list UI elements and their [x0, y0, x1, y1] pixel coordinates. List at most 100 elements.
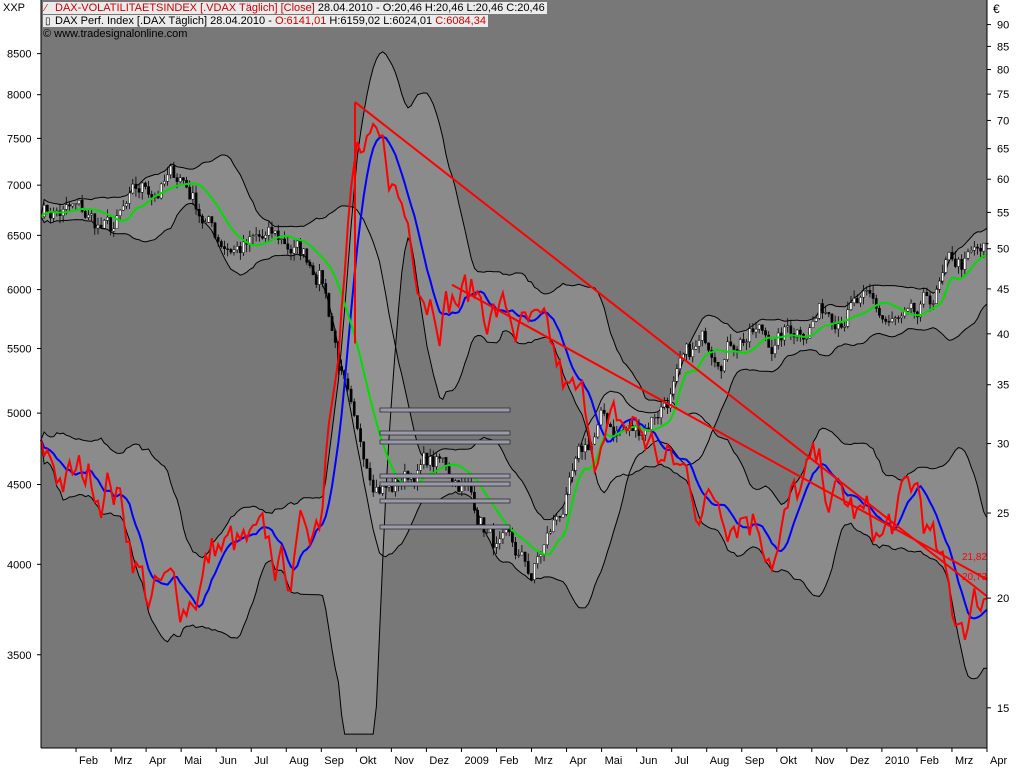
right-axis-tick-label: 20: [997, 593, 1009, 605]
dax-candle: [438, 456, 442, 459]
right-axis-tick-label: 15: [997, 703, 1009, 715]
trendline-lower: [451, 283, 988, 581]
dax-candle: [650, 417, 653, 430]
price-level-bar: [379, 407, 511, 413]
dax-candle: [210, 216, 214, 224]
dax-candle: [292, 246, 296, 254]
dax-candle: [960, 258, 964, 270]
x-axis-tick-label: Mrz: [955, 755, 973, 767]
line-series-icon: ⁄: [45, 3, 47, 14]
dax-candle: [106, 217, 109, 221]
dax-candle: [966, 251, 970, 259]
dax-candle: [893, 317, 897, 319]
dax-candle: [368, 467, 372, 481]
vdax-line: [40, 122, 988, 640]
dax-candle: [865, 290, 869, 292]
dax-candle: [166, 174, 169, 182]
dax-candle: [662, 402, 666, 408]
dax-candle: [900, 315, 903, 319]
right-axis-tick-label: 30: [997, 439, 1009, 451]
dax-candle: [732, 345, 736, 350]
dax-candle: [99, 224, 103, 229]
chart-legend: ⁄ DAX-VOLATILITAETSINDEX [.VDAX Täglich] …: [43, 2, 547, 41]
dax-candle: [178, 177, 182, 182]
dax-candle: [729, 341, 733, 346]
dax-candle: [365, 458, 369, 469]
dax-candle: [558, 516, 562, 518]
dax-candle: [707, 342, 710, 351]
trendline-upper: [354, 101, 988, 598]
dax-candle: [112, 228, 116, 232]
dax-candle: [843, 326, 846, 328]
x-axis-tick-label: Sep: [324, 755, 344, 767]
dax-candle: [688, 343, 691, 358]
dax-candle: [175, 177, 179, 182]
dax-candle: [42, 204, 46, 218]
dax-candle: [871, 293, 875, 299]
left-axis-tick-label: 6500: [7, 230, 31, 242]
dax-candle: [549, 531, 552, 534]
dax-candle: [726, 341, 729, 360]
dax-candle: [596, 424, 600, 438]
dax-candle: [169, 165, 173, 176]
vdax-ma-line: [40, 135, 988, 620]
dax-candle: [808, 327, 812, 339]
dax-candle: [840, 323, 843, 328]
right-axis-unit: €: [993, 2, 1000, 16]
dax-candle: [571, 470, 574, 478]
dax-candle: [188, 186, 192, 200]
legend-dax-date: 28.04.2010: [210, 15, 266, 27]
dax-ma-line: [40, 182, 988, 556]
dax-candle: [80, 200, 84, 212]
dax-candle: [526, 561, 530, 574]
copyright-text: © www.tradesignalonline.com: [43, 28, 188, 40]
dax-candle: [925, 292, 929, 297]
dax-candle: [761, 324, 764, 331]
x-axis-tick-label: Feb: [79, 755, 98, 767]
x-axis-tick-label: Nov: [394, 755, 414, 767]
dax-candle: [507, 529, 511, 533]
dax-candle: [242, 241, 245, 253]
dax-candle: [201, 215, 204, 224]
dax-candle: [501, 532, 505, 540]
dax-candle: [191, 192, 195, 200]
dax-candle: [738, 339, 742, 351]
dax-candle: [887, 321, 891, 323]
dax-candle: [536, 556, 540, 564]
x-axis-tick-label: Feb: [499, 755, 518, 767]
x-axis-tick-label: 2009: [464, 755, 488, 767]
right-axis-tick-label: 45: [997, 284, 1009, 296]
dax-candle: [881, 315, 884, 320]
left-axis-tick-label: 4000: [7, 559, 31, 571]
left-axis-tick-label: 7500: [7, 133, 31, 145]
left-axis-tick-label: 5500: [7, 344, 31, 356]
left-axis-tick-label: 4500: [7, 479, 31, 491]
dax-candle: [204, 222, 207, 224]
dax-candle: [754, 328, 758, 333]
dax-candle: [805, 337, 809, 340]
x-axis-tick-label: Aug: [710, 755, 730, 767]
dax-candle: [276, 230, 280, 240]
dax-candle: [751, 328, 755, 333]
dax-candle: [593, 436, 597, 445]
dax-candle: [267, 226, 271, 236]
price-level-bar: [379, 439, 511, 445]
dax-candle: [814, 318, 818, 322]
dax-candle: [311, 265, 315, 276]
dax-candle: [381, 486, 385, 494]
dax-band-fill: [41, 155, 987, 608]
dax-candle: [719, 365, 723, 372]
dax-candle: [776, 332, 780, 346]
dax-candle: [821, 303, 824, 314]
x-axis-tick-label: Sep: [745, 755, 765, 767]
dax-candle: [150, 194, 154, 198]
dax-candle: [257, 234, 261, 237]
dax-candle: [74, 203, 78, 205]
dax-candle: [172, 165, 176, 178]
legend-copyright: © www.tradesignalonline.com: [43, 28, 547, 41]
left-axis-tick-label: 5000: [7, 408, 31, 420]
dax-candle: [868, 290, 872, 294]
dax-candle: [890, 318, 894, 323]
dax-candle: [574, 458, 578, 471]
legend-dax-name: DAX Perf. Index [.DAX Täglich]: [55, 15, 208, 27]
